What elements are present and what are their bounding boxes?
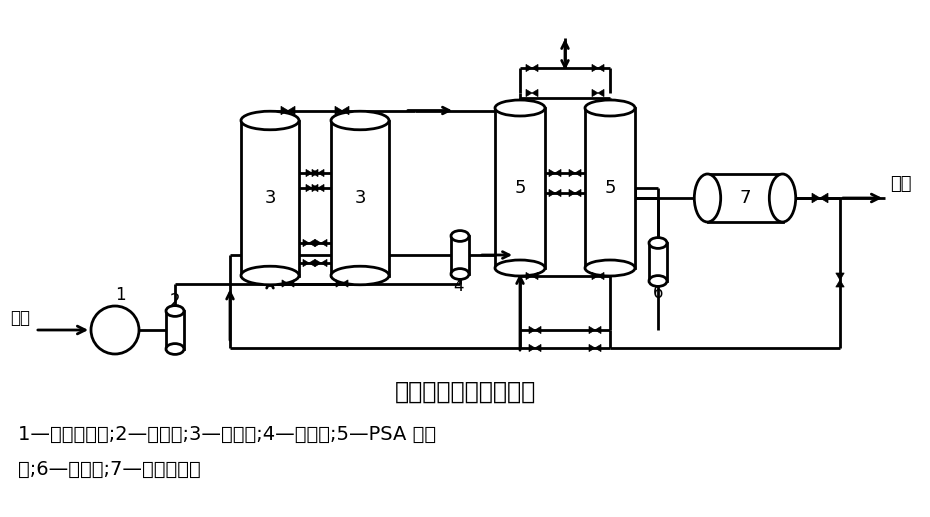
Polygon shape xyxy=(598,65,604,71)
Polygon shape xyxy=(526,272,532,280)
Polygon shape xyxy=(535,326,541,333)
Polygon shape xyxy=(342,107,349,115)
Polygon shape xyxy=(836,273,844,280)
Polygon shape xyxy=(532,89,538,97)
Polygon shape xyxy=(836,280,844,287)
Ellipse shape xyxy=(649,238,667,248)
Polygon shape xyxy=(595,326,601,333)
Polygon shape xyxy=(592,89,598,97)
Polygon shape xyxy=(812,193,820,203)
Polygon shape xyxy=(306,185,312,192)
Polygon shape xyxy=(315,239,321,247)
Text: 塔;6—过滤器;7—氮气缓冲罐: 塔;6—过滤器;7—氮气缓冲罐 xyxy=(18,460,201,479)
Polygon shape xyxy=(549,189,555,196)
Ellipse shape xyxy=(166,306,184,316)
Text: 4: 4 xyxy=(453,277,463,295)
Text: 3: 3 xyxy=(264,189,276,207)
Bar xyxy=(708,174,782,222)
Polygon shape xyxy=(569,170,575,177)
Text: 7: 7 xyxy=(739,189,751,207)
Ellipse shape xyxy=(495,100,545,116)
Bar xyxy=(166,311,184,349)
Polygon shape xyxy=(529,326,535,333)
Polygon shape xyxy=(598,272,604,280)
Bar xyxy=(331,120,389,276)
Polygon shape xyxy=(592,65,598,71)
Ellipse shape xyxy=(166,344,184,354)
Polygon shape xyxy=(569,189,575,196)
Polygon shape xyxy=(282,280,288,287)
Ellipse shape xyxy=(331,266,389,285)
Polygon shape xyxy=(532,272,538,280)
Text: 1: 1 xyxy=(114,286,126,304)
Polygon shape xyxy=(526,89,532,97)
Polygon shape xyxy=(575,170,581,177)
Ellipse shape xyxy=(451,231,469,241)
Polygon shape xyxy=(595,344,601,352)
Polygon shape xyxy=(312,185,318,192)
Ellipse shape xyxy=(241,266,299,285)
Polygon shape xyxy=(532,65,538,71)
Polygon shape xyxy=(336,280,342,287)
Text: 氮气: 氮气 xyxy=(890,175,911,193)
Polygon shape xyxy=(526,65,532,71)
Text: 3: 3 xyxy=(354,189,365,207)
Ellipse shape xyxy=(769,174,796,222)
Polygon shape xyxy=(312,170,318,177)
Ellipse shape xyxy=(585,260,635,276)
Ellipse shape xyxy=(241,111,299,130)
Text: 5: 5 xyxy=(514,179,525,197)
Text: 变压吸附制氮工艺流程: 变压吸附制氮工艺流程 xyxy=(394,380,536,404)
Polygon shape xyxy=(589,344,595,352)
Polygon shape xyxy=(555,170,561,177)
Polygon shape xyxy=(318,170,324,177)
Polygon shape xyxy=(592,272,598,280)
Polygon shape xyxy=(303,260,309,267)
Polygon shape xyxy=(321,260,327,267)
Text: 2: 2 xyxy=(169,292,180,310)
Bar xyxy=(585,108,635,268)
Polygon shape xyxy=(309,239,315,247)
Text: 1—空气压缩机;2—过滤器;3—干燥机;4—过滤器;5—PSA 吸附: 1—空气压缩机;2—过滤器;3—干燥机;4—过滤器;5—PSA 吸附 xyxy=(18,425,436,444)
Ellipse shape xyxy=(695,174,721,222)
Bar xyxy=(241,120,299,276)
Polygon shape xyxy=(529,344,535,352)
Ellipse shape xyxy=(585,100,635,116)
Polygon shape xyxy=(318,185,324,192)
Bar xyxy=(495,108,545,268)
Ellipse shape xyxy=(451,269,469,279)
Polygon shape xyxy=(820,193,828,203)
Polygon shape xyxy=(535,344,541,352)
Bar xyxy=(451,236,469,274)
Polygon shape xyxy=(312,185,318,192)
Polygon shape xyxy=(335,107,342,115)
Text: 空气: 空气 xyxy=(10,309,30,327)
Polygon shape xyxy=(288,280,294,287)
Ellipse shape xyxy=(331,111,389,130)
Polygon shape xyxy=(342,280,348,287)
Text: 5: 5 xyxy=(604,179,616,197)
Polygon shape xyxy=(575,189,581,196)
Polygon shape xyxy=(306,170,312,177)
Polygon shape xyxy=(321,239,327,247)
Polygon shape xyxy=(281,107,288,115)
Polygon shape xyxy=(598,89,604,97)
Ellipse shape xyxy=(495,260,545,276)
Polygon shape xyxy=(549,170,555,177)
Circle shape xyxy=(91,306,139,354)
Ellipse shape xyxy=(649,276,667,286)
Polygon shape xyxy=(315,260,321,267)
Polygon shape xyxy=(303,239,309,247)
Bar xyxy=(649,243,667,281)
Polygon shape xyxy=(288,107,295,115)
Polygon shape xyxy=(555,189,561,196)
Polygon shape xyxy=(589,326,595,333)
Polygon shape xyxy=(312,170,318,177)
Text: 6: 6 xyxy=(653,284,663,302)
Polygon shape xyxy=(309,260,315,267)
